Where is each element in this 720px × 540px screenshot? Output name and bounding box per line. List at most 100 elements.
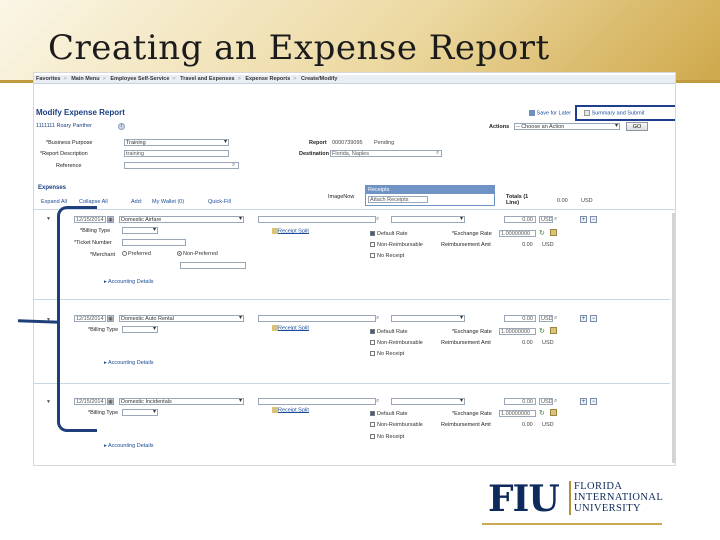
line-divider-2	[34, 383, 670, 384]
imagenow-label: ImageNow	[328, 194, 355, 200]
line3-billing-type-select[interactable]	[122, 409, 158, 416]
line3-date-input[interactable]: 12/15/2014	[74, 398, 106, 405]
line3-refresh-rate-icon[interactable]: ↻	[539, 410, 545, 417]
collapse-all-link[interactable]: Collapse All	[79, 199, 108, 205]
line1-billing-type-select[interactable]	[122, 227, 158, 234]
line3-amount-input[interactable]: 0.00	[504, 398, 536, 405]
line1-amount-input[interactable]: 0.00	[504, 216, 536, 223]
crumb-travel-expenses[interactable]: Travel and Expenses	[180, 76, 235, 82]
expand-all-link[interactable]: Expand All	[41, 199, 67, 205]
destination-search-icon[interactable]: ⌕	[436, 150, 440, 156]
line1-delete-row-button[interactable]: −	[590, 216, 597, 223]
line1-rate-calculator-icon[interactable]	[550, 229, 557, 236]
line1-currency-input[interactable]: USD	[539, 216, 553, 223]
page-scrollbar[interactable]	[672, 213, 675, 463]
slide-footer	[0, 470, 720, 540]
line3-rate-calculator-icon[interactable]	[550, 409, 557, 416]
line2-expense-type-select[interactable]: Domestic Auto Rental	[119, 315, 244, 322]
line3-add-row-button[interactable]: +	[580, 398, 587, 405]
line2-delete-row-button[interactable]: −	[590, 315, 597, 322]
crumb-create-modify[interactable]: Create/Modify	[301, 76, 338, 82]
line1-add-row-button[interactable]: +	[580, 216, 587, 223]
reference-input[interactable]	[124, 162, 239, 169]
line1-ticket-number-input[interactable]	[122, 239, 186, 246]
report-id: 0000739095	[332, 140, 363, 146]
business-purpose-select[interactable]: Training	[124, 139, 229, 146]
totals-label: Totals (1 Line)	[506, 194, 529, 206]
line2-description-search-icon[interactable]: ⌕	[376, 315, 380, 321]
crumb-favorites[interactable]: Favorites	[36, 76, 61, 82]
line3-description-search-icon[interactable]: ⌕	[376, 398, 380, 404]
line1-exchange-rate-input[interactable]: 1.00000000	[499, 230, 536, 237]
crumb-main-menu[interactable]: Main Menu	[71, 76, 100, 82]
line1-calendar-icon[interactable]: ▦	[107, 216, 114, 223]
line3-receipt-split-link[interactable]: Receipt Split	[272, 407, 309, 413]
reference-search-icon[interactable]: ⌕	[232, 162, 236, 168]
line1-refresh-rate-icon[interactable]: ↻	[539, 230, 545, 237]
logo-line-international: INTERNATIONAL	[574, 492, 664, 503]
go-button[interactable]: GO	[626, 122, 648, 131]
line3-reimbursement-amount: 0.00	[522, 422, 533, 428]
line1-merchant-input[interactable]	[180, 262, 246, 269]
line1-preferred-radio[interactable]: Preferred	[122, 251, 151, 257]
line3-currency-search-icon[interactable]: ⌕	[554, 398, 558, 404]
save-for-later-link[interactable]: Save for Later	[529, 110, 571, 116]
line2-currency-input[interactable]: USD	[539, 315, 553, 322]
line2-currency-search-icon[interactable]: ⌕	[554, 315, 558, 321]
line2-add-row-button[interactable]: +	[580, 315, 587, 322]
line3-collapse-icon[interactable]: ▼	[46, 399, 51, 405]
line1-date-input[interactable]: 12/15/2014	[74, 216, 106, 223]
line2-rate-calculator-icon[interactable]	[550, 327, 557, 334]
line3-currency-input[interactable]: USD	[539, 398, 553, 405]
line3-non-reimbursable-checkbox[interactable]: Non-Reimbursable	[370, 422, 423, 428]
my-wallet-link[interactable]: My Wallet (0)	[152, 199, 185, 205]
help-icon[interactable]: ⋮	[674, 86, 675, 93]
line3-calendar-icon[interactable]: ▦	[107, 398, 114, 405]
line1-default-rate-checkbox[interactable]: Default Rate	[370, 231, 408, 237]
line2-non-reimbursable-checkbox[interactable]: Non-Reimbursable	[370, 340, 423, 346]
line2-default-rate-checkbox[interactable]: Default Rate	[370, 329, 408, 335]
line3-exchange-rate-input[interactable]: 1.00000000	[499, 410, 536, 417]
employee-info-icon[interactable]: i	[118, 123, 125, 130]
line1-non-preferred-radio[interactable]: Non-Preferred	[177, 251, 218, 257]
actions-select[interactable]: -- Choose an Action	[514, 123, 620, 130]
line1-collapse-icon[interactable]: ▼	[46, 216, 51, 222]
line1-description-search-icon[interactable]: ⌕	[376, 216, 380, 222]
line2-exchange-rate-input[interactable]: 1.00000000	[499, 328, 536, 335]
line3-expense-type-select[interactable]: Domestic Incidentals	[119, 398, 244, 405]
line3-default-rate-checkbox[interactable]: Default Rate	[370, 411, 408, 417]
line3-no-receipt-checkbox[interactable]: No Receipt	[370, 434, 404, 440]
line1-no-receipt-checkbox[interactable]: No Receipt	[370, 253, 404, 259]
line2-refresh-rate-icon[interactable]: ↻	[539, 328, 545, 335]
line2-date-input[interactable]: 12/15/2014	[74, 315, 106, 322]
line3-delete-row-button[interactable]: −	[590, 398, 597, 405]
summary-and-submit-link[interactable]: Summary and Submit	[584, 110, 644, 116]
logo-line-florida: FLORIDA	[574, 481, 623, 492]
line2-description-input[interactable]	[258, 315, 376, 322]
line3-description-input[interactable]	[258, 398, 376, 405]
crumb-employee-self-service[interactable]: Employee Self-Service	[110, 76, 170, 82]
line1-currency-search-icon[interactable]: ⌕	[554, 216, 558, 222]
attach-receipts-button[interactable]: Attach Receipts	[368, 196, 428, 203]
line1-non-reimbursable-checkbox[interactable]: Non-Reimbursable	[370, 242, 423, 248]
line2-receipt-split-link[interactable]: Receipt Split	[272, 325, 309, 331]
line2-no-receipt-checkbox[interactable]: No Receipt	[370, 351, 404, 357]
line1-receipt-split-link[interactable]: Receipt Split	[272, 228, 309, 234]
reference-label: Reference	[56, 163, 82, 169]
report-description-input[interactable]: training	[124, 150, 229, 157]
line1-accounting-details-link[interactable]: ▸ Accounting Details	[104, 279, 154, 285]
line3-payment-type-select[interactable]	[391, 398, 465, 405]
crumb-expense-reports[interactable]: Expense Reports	[245, 76, 291, 82]
line2-calendar-icon[interactable]: ▦	[107, 315, 114, 322]
destination-input[interactable]: Florida, Naples	[330, 150, 442, 157]
breadcrumb: Favorites > Main Menu > Employee Self-Serv…	[34, 75, 675, 84]
line2-billing-type-select[interactable]	[122, 326, 158, 333]
line2-payment-type-select[interactable]	[391, 315, 465, 322]
line2-amount-input[interactable]: 0.00	[504, 315, 536, 322]
quick-fill-link[interactable]: Quick-Fill	[208, 199, 231, 205]
line1-payment-type-select[interactable]	[391, 216, 465, 223]
line3-accounting-details-link[interactable]: ▸ Accounting Details	[104, 443, 154, 449]
line2-accounting-details-link[interactable]: ▸ Accounting Details	[104, 360, 154, 366]
line1-expense-type-select[interactable]: Domestic Airfare	[119, 216, 244, 223]
line1-description-input[interactable]	[258, 216, 376, 223]
